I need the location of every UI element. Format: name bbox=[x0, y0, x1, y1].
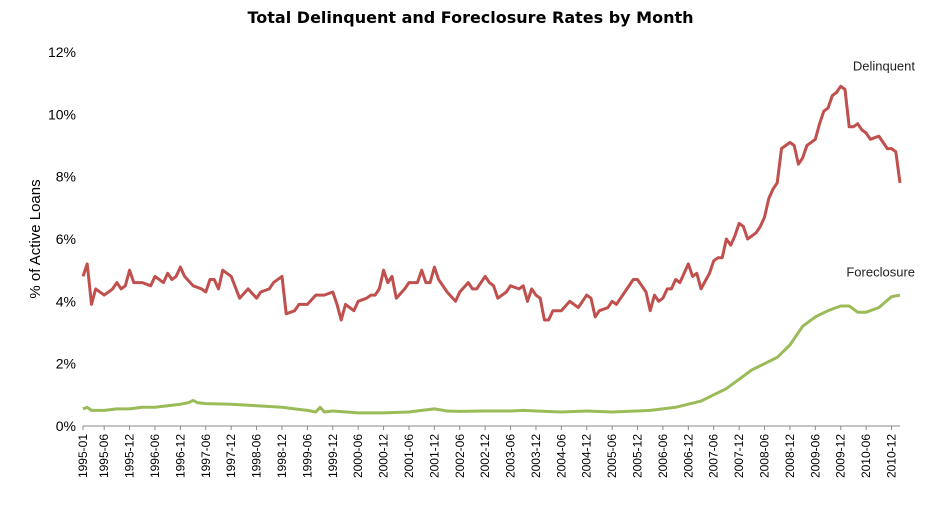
series-layer: Delinquent Foreclosure bbox=[81, 59, 916, 415]
x-tick-label: 1999-06 bbox=[300, 434, 314, 478]
x-tick-label: 2009-12 bbox=[834, 434, 848, 478]
x-tick-label: 1996-12 bbox=[173, 434, 187, 478]
x-tick-label: 2009-06 bbox=[808, 434, 822, 478]
chart-title: Total Delinquent and Foreclosure Rates b… bbox=[247, 8, 694, 27]
x-axis: 1995-01 1995-06 1995-12 1996-06 1996-12 1997-… bbox=[76, 425, 900, 478]
y-axis-label: % of Active Loans bbox=[27, 179, 44, 298]
x-tick-label: 2001-12 bbox=[427, 434, 441, 478]
x-tick-label: 2007-06 bbox=[707, 434, 721, 478]
y-tick-label: 12% bbox=[48, 44, 76, 60]
x-tick-label: 1999-12 bbox=[326, 434, 340, 478]
x-tick-label: 2004-06 bbox=[554, 434, 568, 478]
x-tick-label: 2000-06 bbox=[351, 434, 365, 478]
x-tick-label: 2003-06 bbox=[504, 434, 518, 478]
series-line-delinquent bbox=[81, 84, 902, 322]
x-tick-label: 2005-12 bbox=[631, 434, 645, 478]
y-tick-label: 4% bbox=[56, 293, 76, 309]
x-tick-label: 2001-06 bbox=[402, 434, 416, 478]
y-tick-label: 10% bbox=[48, 106, 76, 122]
y-axis: 0% 2% 4% 6% 8% 10% 12% bbox=[48, 44, 76, 434]
x-tick-label: 2005-06 bbox=[605, 434, 619, 478]
y-tick-label: 0% bbox=[56, 418, 76, 434]
series-label-foreclosure: Foreclosure bbox=[846, 264, 915, 279]
x-tick-label: 2010-06 bbox=[859, 434, 873, 478]
x-tick-label: 1997-06 bbox=[199, 434, 213, 478]
series-line-foreclosure bbox=[82, 293, 901, 415]
x-tick-label: 1995-01 bbox=[76, 434, 90, 478]
x-tick-label: 2008-12 bbox=[783, 434, 797, 478]
x-tick-label: 1996-06 bbox=[148, 434, 162, 478]
y-tick-label: 6% bbox=[56, 231, 76, 247]
x-tick-label: 2004-12 bbox=[580, 434, 594, 478]
x-tick-label: 1998-06 bbox=[250, 434, 264, 478]
x-tick-label: 2010-12 bbox=[885, 434, 899, 478]
x-tick-label: 1997-12 bbox=[224, 434, 238, 478]
y-tick-label: 8% bbox=[56, 169, 76, 185]
x-tick-label: 2007-12 bbox=[732, 434, 746, 478]
series-label-delinquent: Delinquent bbox=[853, 59, 916, 74]
x-tick-label: 1995-06 bbox=[97, 434, 111, 478]
x-tick-label: 1995-12 bbox=[123, 434, 137, 478]
x-tick-label: 2008-06 bbox=[758, 434, 772, 478]
y-tick-label: 2% bbox=[56, 356, 76, 372]
x-tick-label: 2002-06 bbox=[453, 434, 467, 478]
x-tick-label: 1998-12 bbox=[275, 434, 289, 478]
x-tick-label: 2003-12 bbox=[529, 434, 543, 478]
x-tick-label: 2006-06 bbox=[656, 434, 670, 478]
x-tick-label: 2006-12 bbox=[681, 434, 695, 478]
x-tick-label: 2002-12 bbox=[478, 434, 492, 478]
x-tick-label: 2000-12 bbox=[377, 434, 391, 478]
